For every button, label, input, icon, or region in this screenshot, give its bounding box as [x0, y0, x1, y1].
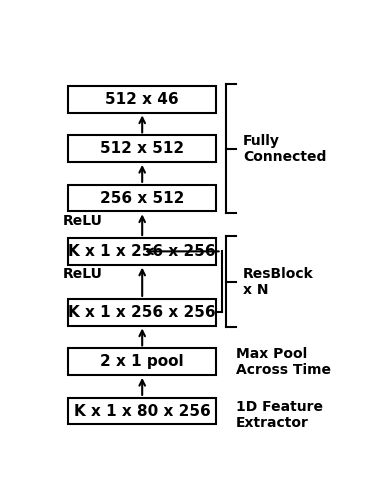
Text: 512 x 46: 512 x 46: [105, 92, 179, 107]
Text: 512 x 512: 512 x 512: [100, 141, 184, 156]
Text: K x 1 x 256 x 256: K x 1 x 256 x 256: [68, 244, 216, 259]
Text: 1D Feature
Extractor: 1D Feature Extractor: [236, 400, 323, 430]
Text: 256 x 512: 256 x 512: [100, 191, 184, 206]
Text: ResBlock
x N: ResBlock x N: [243, 267, 314, 297]
Text: ReLU: ReLU: [63, 214, 102, 228]
FancyBboxPatch shape: [68, 185, 216, 211]
FancyBboxPatch shape: [68, 238, 216, 265]
FancyBboxPatch shape: [68, 299, 216, 326]
Text: 2 x 1 pool: 2 x 1 pool: [100, 354, 184, 369]
Text: ReLU: ReLU: [63, 267, 102, 281]
Text: Fully
Connected: Fully Connected: [243, 133, 326, 164]
Text: K x 1 x 80 x 256: K x 1 x 80 x 256: [74, 404, 210, 418]
Text: K x 1 x 256 x 256: K x 1 x 256 x 256: [68, 305, 216, 320]
Text: Max Pool
Across Time: Max Pool Across Time: [236, 347, 331, 377]
FancyBboxPatch shape: [68, 398, 216, 424]
FancyBboxPatch shape: [68, 135, 216, 162]
FancyBboxPatch shape: [68, 348, 216, 375]
FancyBboxPatch shape: [68, 86, 216, 113]
